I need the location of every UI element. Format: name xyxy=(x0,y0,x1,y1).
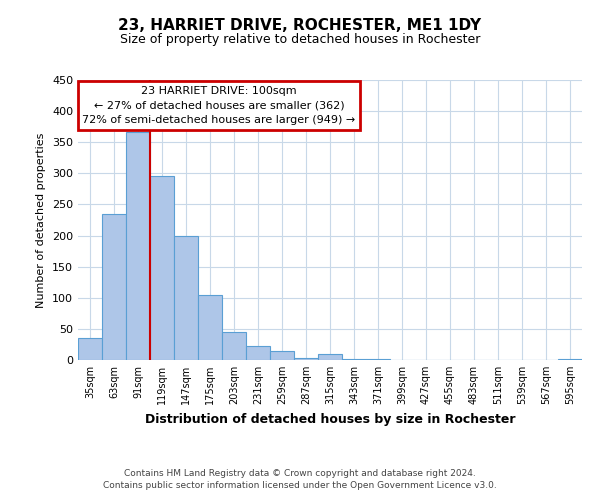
Text: Contains public sector information licensed under the Open Government Licence v3: Contains public sector information licen… xyxy=(103,481,497,490)
Bar xyxy=(174,236,198,360)
Y-axis label: Number of detached properties: Number of detached properties xyxy=(37,132,46,308)
Bar xyxy=(150,176,174,360)
Bar xyxy=(222,332,246,360)
Text: Contains HM Land Registry data © Crown copyright and database right 2024.: Contains HM Land Registry data © Crown c… xyxy=(124,468,476,477)
Text: 23, HARRIET DRIVE, ROCHESTER, ME1 1DY: 23, HARRIET DRIVE, ROCHESTER, ME1 1DY xyxy=(118,18,482,32)
Bar xyxy=(270,350,294,360)
Bar xyxy=(294,358,318,360)
Bar xyxy=(126,132,150,360)
Bar xyxy=(558,359,582,360)
Bar xyxy=(78,338,102,360)
Text: Size of property relative to detached houses in Rochester: Size of property relative to detached ho… xyxy=(120,32,480,46)
Bar xyxy=(318,354,342,360)
Bar xyxy=(102,214,126,360)
Bar xyxy=(198,294,222,360)
Bar xyxy=(246,346,270,360)
X-axis label: Distribution of detached houses by size in Rochester: Distribution of detached houses by size … xyxy=(145,412,515,426)
Text: 23 HARRIET DRIVE: 100sqm
← 27% of detached houses are smaller (362)
72% of semi-: 23 HARRIET DRIVE: 100sqm ← 27% of detach… xyxy=(82,86,356,125)
